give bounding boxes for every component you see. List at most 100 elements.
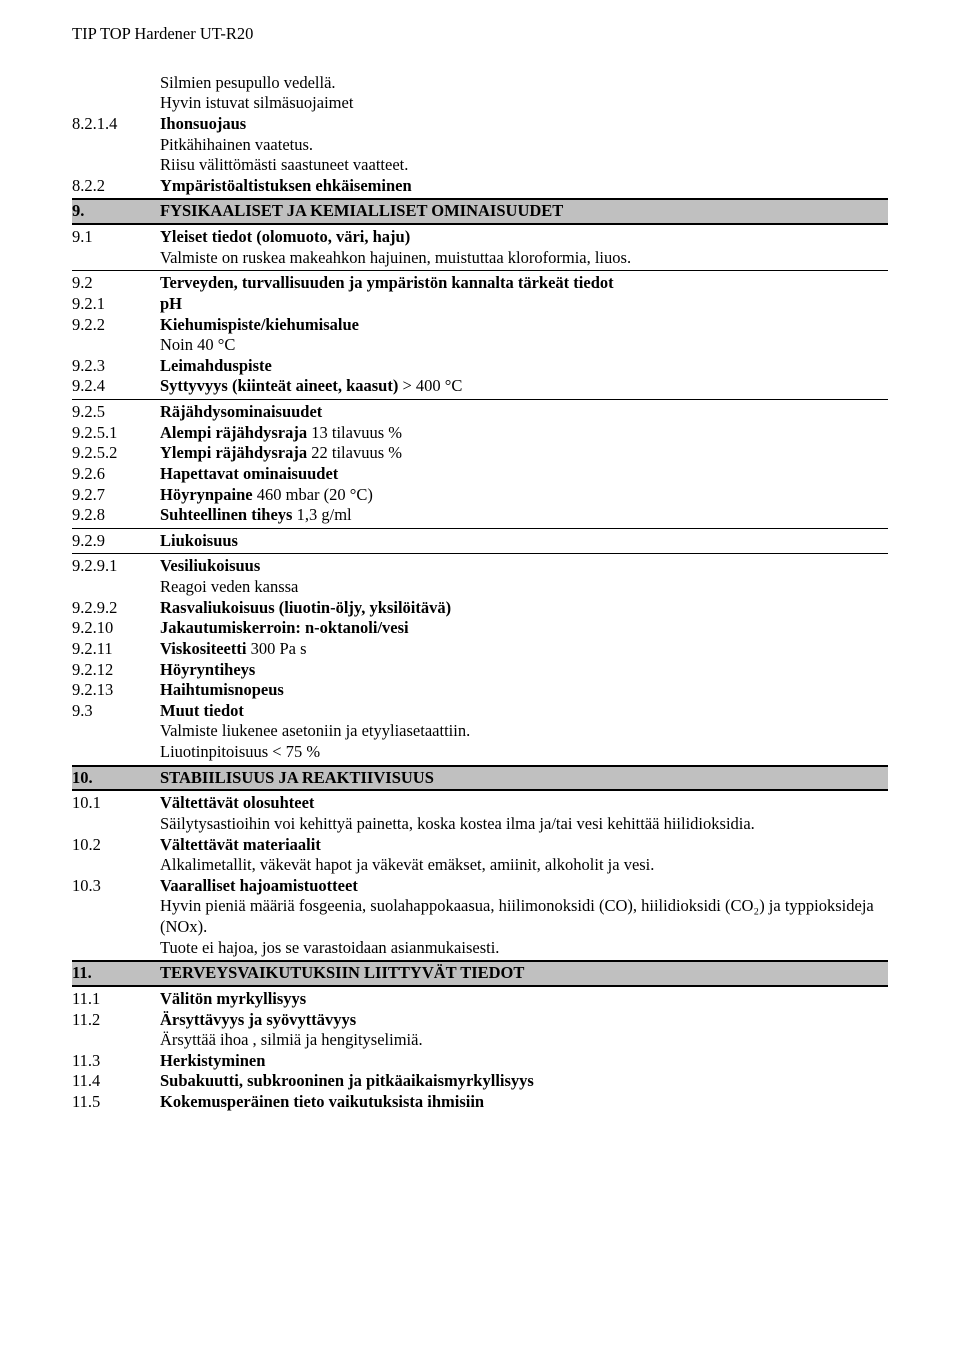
row-928: 9.2.8 Suhteellinen tiheys 1,3 g/ml [72,505,888,526]
section-title: Muut tiedot [160,701,888,722]
section-title: FYSIKAALISET JA KEMIALLISET OMINAISUUDET [160,201,888,222]
value: 1,3 g/ml [292,505,351,524]
value: 300 Pa s [246,639,306,658]
row-93: 9.3 Muut tiedot [72,701,888,722]
section-11-band: 11. TERVEYSVAIKUTUKSIIN LIITTYVÄT TIEDOT [72,960,888,987]
value: 460 mbar (20 °C) [253,485,373,504]
section-title: pH [160,294,888,315]
section-number: 9.3 [72,701,160,722]
section-title: Hapettavat ominaisuudet [160,464,888,485]
section-number: 9.2.11 [72,639,160,660]
section-title: Räjähdysominaisuudet [160,402,888,423]
section-title: Ylempi räjähdysraja [160,443,307,462]
block-112: Ärsyttää ihoa , silmiä ja hengityselimiä… [72,1030,888,1051]
section-line: Suhteellinen tiheys 1,3 g/ml [160,505,888,526]
section-line: Syttyvyys (kiinteät aineet, kaasut) > 40… [160,376,888,397]
block-101: Säilytysastioihin voi kehittyä painetta,… [72,814,888,835]
row-115: 11.5 Kokemusperäinen tieto vaikutuksista… [72,1092,888,1113]
section-title: Rasvaliukoisuus (liuotin-öljy, yksilöitä… [160,598,888,619]
rule [72,270,888,271]
text-line: Säilytysastioihin voi kehittyä painetta,… [160,814,888,835]
section-number: 9.2.4 [72,376,160,397]
row-111: 11.1 Välitön myrkyllisyys [72,989,888,1010]
text-line: Valmiste liukenee asetoniin ja etyyliase… [160,721,888,742]
row-103: 10.3 Vaaralliset hajoamistuotteet [72,876,888,897]
row-9210: 9.2.10 Jakautumiskerroin: n-oktanoli/ves… [72,618,888,639]
section-number: 11.4 [72,1071,160,1092]
section-title: Alempi räjähdysraja [160,423,307,442]
section-title: TERVEYSVAIKUTUKSIIN LIITTYVÄT TIEDOT [160,963,888,984]
row-112: 11.2 Ärsyttävyys ja syövyttävyys [72,1010,888,1031]
row-101: 10.1 Vältettävät olosuhteet [72,793,888,814]
section-line: Viskositeetti 300 Pa s [160,639,888,660]
section-number: 9.2.1 [72,294,160,315]
row-927: 9.2.7 Höyrynpaine 460 mbar (20 °C) [72,485,888,506]
value: 22 tilavuus % [307,443,402,462]
text-line: Alkalimetallit, väkevät hapot ja väkevät… [160,855,888,876]
section-number: 9.2 [72,273,160,294]
text-line: Pitkähihainen vaatetus. [160,135,888,156]
rule [72,528,888,529]
text-line: Hyvin istuvat silmäsuojaimet [160,93,888,114]
text-line: Silmien pesupullo vedellä. [160,73,888,94]
section-number: 9.2.9.2 [72,598,160,619]
row-114: 11.4 Subakuutti, subkrooninen ja pitkäai… [72,1071,888,1092]
section-number: 9. [72,201,160,222]
section-title: Leimahduspiste [160,356,888,377]
section-number: 9.2.9.1 [72,556,160,577]
text-line: Noin 40 °C [160,335,888,356]
section-number: 9.2.2 [72,315,160,336]
row-9291: 9.2.9.1 Vesiliukoisuus [72,556,888,577]
section-10-band: 10. STABIILISUUS JA REAKTIIVISUUS [72,765,888,792]
section-title: Vältettävät materiaalit [160,835,888,856]
text-line: Ärsyttää ihoa , silmiä ja hengityselimiä… [160,1030,888,1051]
section-title: Ympäristöaltistuksen ehkäiseminen [160,176,888,197]
section-title: STABIILISUUS JA REAKTIIVISUUS [160,768,888,789]
row-923: 9.2.3 Leimahduspiste [72,356,888,377]
section-9-band: 9. FYSIKAALISET JA KEMIALLISET OMINAISUU… [72,198,888,225]
text-line: Reagoi veden kanssa [160,577,888,598]
row-925: 9.2.5 Räjähdysominaisuudet [72,402,888,423]
rule [72,553,888,554]
row-9211: 9.2.11 Viskositeetti 300 Pa s [72,639,888,660]
block-8214: Pitkähihainen vaatetus. Riisu välittömäs… [72,135,888,176]
row-91: 9.1 Yleiset tiedot (olomuoto, väri, haju… [72,227,888,248]
block-91: Valmiste on ruskea makeahkon hajuinen, m… [72,248,888,269]
section-title: Kokemusperäinen tieto vaikutuksista ihmi… [160,1092,888,1113]
block-93: Valmiste liukenee asetoniin ja etyyliase… [72,721,888,762]
text-line: Liuotinpitoisuus < 75 % [160,742,888,763]
section-line: Alempi räjähdysraja 13 tilavuus % [160,423,888,444]
row-921: 9.2.1 pH [72,294,888,315]
section-line: Höyrynpaine 460 mbar (20 °C) [160,485,888,506]
section-title: Haihtumisnopeus [160,680,888,701]
section-title: Yleiset tiedot (olomuoto, väri, haju) [160,227,888,248]
block-103: Hyvin pieniä määriä fosgeenia, suolahapp… [72,896,888,958]
section-number: 10. [72,768,160,789]
row-9213: 9.2.13 Haihtumisnopeus [72,680,888,701]
section-number: 9.2.9 [72,531,160,552]
section-title: Vaaralliset hajoamistuotteet [160,876,888,897]
section-title: Kiehumispiste/kiehumisalue [160,315,888,336]
section-title: Viskositeetti [160,639,246,658]
section-title: Jakautumiskerroin: n-oktanoli/vesi [160,618,888,639]
section-title: Ihonsuojaus [160,114,888,135]
row-92: 9.2 Terveyden, turvallisuuden ja ympäris… [72,273,888,294]
section-title: Höyryntiheys [160,660,888,681]
section-number: 11.5 [72,1092,160,1113]
block-eyewash: Silmien pesupullo vedellä. Hyvin istuvat… [72,73,888,114]
section-number: 10.1 [72,793,160,814]
section-number: 8.2.1.4 [72,114,160,135]
section-title: Höyrynpaine [160,485,253,504]
section-number: 10.3 [72,876,160,897]
section-number: 8.2.2 [72,176,160,197]
row-9252: 9.2.5.2 Ylempi räjähdysraja 22 tilavuus … [72,443,888,464]
section-number: 9.2.12 [72,660,160,681]
section-number: 9.2.7 [72,485,160,506]
row-113: 11.3 Herkistyminen [72,1051,888,1072]
row-102: 10.2 Vältettävät materiaalit [72,835,888,856]
section-title: Liukoisuus [160,531,888,552]
section-number: 9.2.13 [72,680,160,701]
row-926: 9.2.6 Hapettavat ominaisuudet [72,464,888,485]
section-title: Terveyden, turvallisuuden ja ympäristön … [160,273,888,294]
text-line: Valmiste on ruskea makeahkon hajuinen, m… [160,248,888,269]
